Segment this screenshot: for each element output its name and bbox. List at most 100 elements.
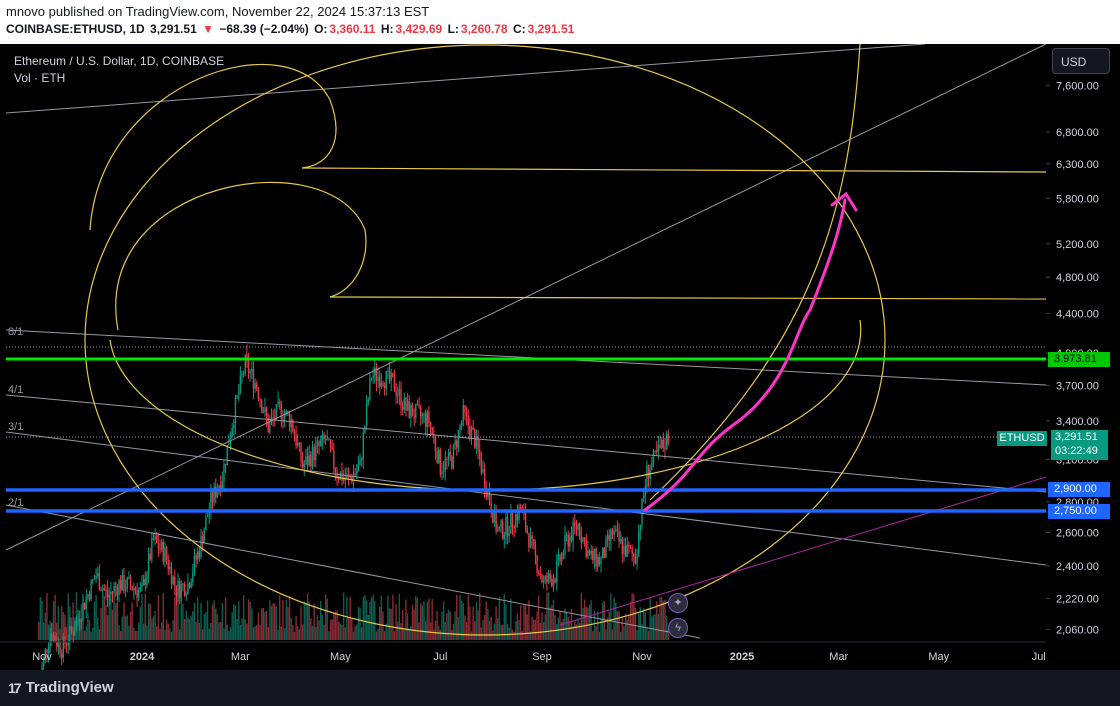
volume-bar: [459, 594, 461, 640]
candle-body: [656, 450, 658, 452]
volume-bar: [131, 602, 133, 640]
volume-bar: [279, 595, 281, 640]
volume-bar: [151, 618, 153, 640]
volume-bar: [328, 631, 330, 640]
candle-body: [119, 580, 122, 591]
volume-bar: [101, 595, 104, 640]
candle-body: [492, 513, 494, 523]
candle-body: [300, 442, 302, 462]
candle-body: [339, 472, 342, 480]
time-tick-label: Sep: [532, 651, 552, 663]
volume-bar: [238, 601, 240, 640]
volume-bar: [293, 631, 296, 640]
volume-bar: [546, 592, 548, 640]
volume-bar: [362, 596, 365, 640]
candle-body: [131, 585, 133, 591]
candle-body: [144, 578, 146, 586]
candle-body: [383, 385, 386, 389]
volume-bar: [467, 595, 469, 640]
volume-bar: [590, 600, 592, 640]
candle-body: [126, 578, 128, 589]
volume-bar: [198, 623, 201, 640]
volume-bar: [62, 612, 65, 640]
volume-bar: [421, 605, 424, 640]
candle-body: [372, 375, 374, 378]
candle-body: [421, 414, 424, 417]
candle-body: [282, 419, 284, 421]
volume-bar: [349, 597, 351, 640]
candle-body: [134, 588, 137, 591]
volume-bar: [656, 601, 658, 640]
candle-body: [323, 434, 325, 439]
candle-body: [328, 439, 330, 441]
lightning-icon[interactable]: ϟ: [668, 618, 688, 638]
volume-bar: [203, 613, 205, 640]
candle-body: [110, 591, 112, 595]
volume-bar: [610, 593, 612, 640]
candle-body: [429, 422, 432, 428]
candle-body: [605, 538, 607, 558]
volume-bar: [262, 607, 265, 640]
sparkle-icon[interactable]: ✦: [668, 593, 688, 613]
candle-body: [510, 512, 512, 534]
candle-body: [56, 641, 58, 647]
candle-body: [449, 452, 451, 457]
volume-bar: [424, 621, 427, 640]
volume-bar: [456, 594, 458, 640]
volume-bar: [42, 622, 45, 640]
candle-body: [498, 527, 501, 531]
volume-bar: [162, 592, 165, 640]
volume-bar: [569, 620, 571, 640]
candle-body: [613, 530, 615, 535]
volume-bar: [241, 618, 243, 640]
volume-bar: [197, 597, 199, 640]
candle-body: [505, 516, 507, 535]
volume-bar: [308, 601, 310, 640]
magenta-trendline: [559, 476, 1047, 626]
volume-bar: [305, 602, 307, 640]
volume-bar: [531, 616, 533, 640]
volume-bar: [195, 621, 197, 640]
volume-bar: [575, 624, 578, 640]
volume-bar: [667, 629, 669, 640]
volume-bar: [541, 612, 543, 640]
volume-bar: [311, 625, 314, 640]
currency-button[interactable]: USD: [1052, 48, 1110, 74]
candle-body: [141, 584, 143, 588]
volume-bar: [119, 631, 122, 640]
price-tick-label: 4,400.00: [1056, 308, 1099, 320]
candle-body: [460, 421, 463, 426]
candle-body: [234, 397, 237, 425]
candle-body: [608, 535, 610, 541]
candle-body: [121, 574, 124, 591]
candle-body: [274, 417, 276, 419]
candle-body: [129, 577, 132, 586]
volume-bar: [483, 615, 486, 640]
candle-body: [295, 435, 297, 446]
volume-bar: [246, 623, 248, 640]
volume-bar: [287, 607, 289, 640]
volume-bar: [275, 606, 278, 640]
volume-bar: [506, 624, 509, 640]
volume-bar: [444, 622, 446, 640]
candle-body: [306, 456, 309, 466]
candle-body: [562, 553, 565, 555]
candle-body: [279, 401, 281, 403]
candle-body: [87, 594, 89, 598]
candle-body: [60, 653, 63, 658]
candle-body: [344, 477, 346, 479]
price-chart[interactable]: 8/1 4/1 3/1 2/1 2,060.00 2,220.00 2,400.00…: [0, 44, 1120, 670]
candle-body: [219, 485, 222, 490]
volume-bar: [515, 621, 517, 640]
candle-body: [367, 399, 369, 404]
time-axis-labels[interactable]: Nov 2024 Mar May Jul Sep Nov 2025 Mar May Jul: [32, 651, 1046, 663]
tradingview-logo[interactable]: 17 TradingView: [8, 679, 114, 696]
price-tag-countdown: 03:22:49: [1055, 445, 1098, 457]
candle-body: [293, 431, 296, 436]
volume-bar: [603, 600, 605, 640]
candle-body: [111, 591, 114, 593]
candle-body: [228, 444, 230, 446]
volume-bar: [570, 608, 573, 640]
candle-body: [574, 522, 576, 526]
volume-bar: [528, 600, 530, 640]
